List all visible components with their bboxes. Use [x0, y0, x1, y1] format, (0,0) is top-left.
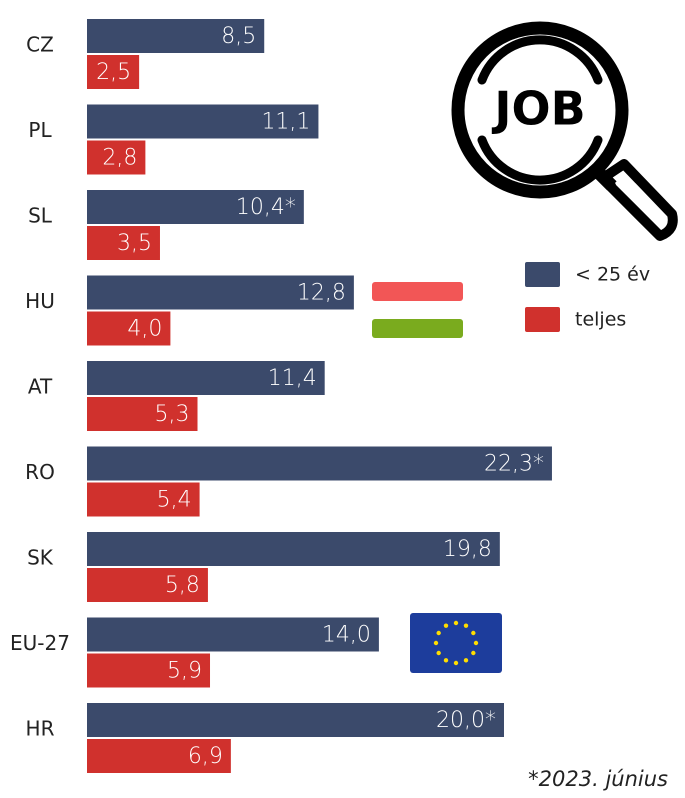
value-label: 4,0 [127, 317, 162, 342]
star [453, 620, 459, 626]
value-label: 19,8 [443, 537, 492, 562]
star [471, 650, 476, 656]
star [463, 658, 469, 663]
bar [87, 55, 140, 89]
category-label: CZ [26, 33, 54, 57]
bar [87, 104, 319, 139]
footnote: *2023. június [528, 767, 668, 791]
value-label: 3,5 [117, 231, 152, 256]
value-label: 20,0* [436, 708, 496, 733]
value-label: 2,5 [96, 60, 131, 85]
category-label: RO [25, 460, 55, 484]
category-label: SK [27, 546, 54, 570]
value-label: 14,0 [322, 623, 371, 648]
icon-label: JOB [491, 82, 585, 136]
star [436, 630, 441, 636]
category-label: SL [28, 204, 53, 228]
value-label: 5,3 [155, 402, 190, 427]
bar [87, 397, 198, 431]
category-label: AT [28, 375, 53, 399]
hungary-flag [372, 282, 463, 338]
category-label: PL [28, 118, 52, 142]
bar [87, 361, 325, 395]
value-label: 12,8 [297, 281, 346, 306]
value-label: 11,1 [261, 110, 310, 135]
star [433, 640, 439, 646]
value-label: 5,9 [167, 659, 202, 684]
value-label: 22,3* [484, 452, 544, 477]
job-icon: JOB [451, 21, 678, 241]
star [471, 630, 476, 636]
value-label: 10,4* [236, 195, 296, 220]
bar [87, 226, 160, 260]
bar [87, 140, 146, 175]
bar [87, 568, 208, 602]
legend-swatch [525, 307, 560, 332]
bar [87, 532, 500, 566]
star [443, 658, 449, 663]
star [443, 623, 449, 628]
star [436, 650, 441, 656]
bar [87, 482, 200, 517]
legend-swatch [525, 262, 560, 287]
bar [87, 446, 552, 481]
value-label: 2,8 [102, 146, 137, 171]
category-label: EU-27 [10, 631, 70, 655]
bar [87, 653, 211, 688]
legend-label: teljes [575, 309, 626, 331]
value-label: 6,9 [188, 744, 223, 769]
value-label: 5,4 [157, 488, 192, 513]
category-label: HU [25, 289, 55, 313]
star [453, 660, 459, 666]
bar [87, 19, 265, 53]
legend-label: < 25 év [575, 264, 650, 286]
category-label: HR [26, 717, 55, 741]
star [463, 623, 469, 628]
bar [87, 703, 504, 737]
value-label: 5,8 [165, 573, 200, 598]
value-label: 8,5 [221, 24, 256, 49]
value-label: 11,4 [268, 366, 317, 391]
bar [87, 190, 304, 224]
bar [87, 739, 231, 773]
bar [87, 275, 354, 310]
star [473, 640, 479, 646]
bar [87, 311, 171, 346]
eu-flag [410, 613, 502, 673]
bar [87, 617, 379, 652]
